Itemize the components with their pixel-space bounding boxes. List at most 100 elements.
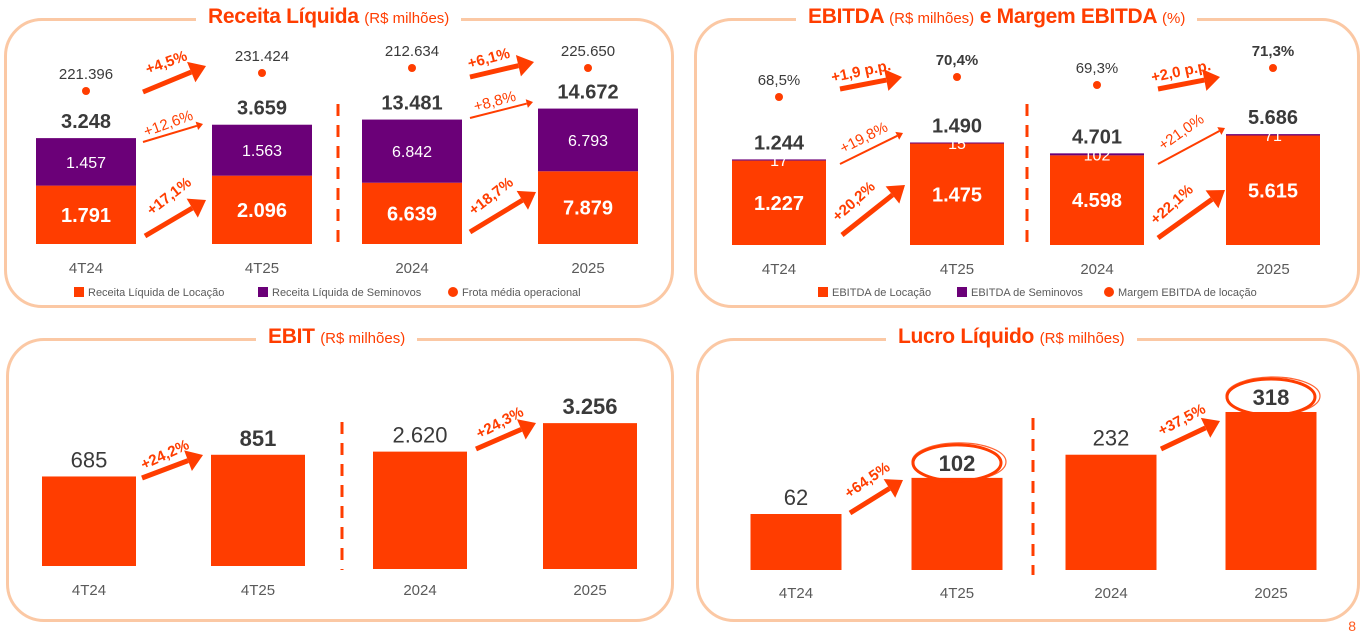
bar-total-label: 4.701 bbox=[1072, 126, 1122, 148]
arrow-head bbox=[515, 54, 534, 77]
legend-swatch-dot bbox=[448, 287, 458, 297]
arrow-shaft bbox=[475, 427, 523, 452]
bar-value-label: 1.227 bbox=[754, 193, 804, 215]
arrow-shaft bbox=[468, 198, 524, 235]
bar-value-label: 232 bbox=[1093, 426, 1130, 451]
bar-value-label: 3.256 bbox=[562, 394, 617, 419]
metric-dot bbox=[775, 93, 783, 101]
category-label: 4T25 bbox=[940, 585, 974, 602]
category-label: 4T24 bbox=[762, 261, 796, 278]
bar-segment-seminovos bbox=[732, 159, 826, 161]
category-label: 2025 bbox=[573, 582, 606, 599]
metric-dot-label: 71,3% bbox=[1252, 43, 1295, 60]
bar-value-label: 6.639 bbox=[387, 203, 437, 225]
growth-arrow-base bbox=[468, 190, 536, 235]
growth-arrow-total bbox=[839, 131, 903, 165]
growth-arrow-total bbox=[469, 99, 533, 119]
arrow-head bbox=[884, 69, 902, 91]
bar-value-label: 851 bbox=[240, 426, 277, 451]
category-label: 2025 bbox=[1256, 261, 1289, 278]
bar bbox=[42, 476, 136, 566]
arrow-head bbox=[184, 450, 203, 471]
growth-arrow-dots bbox=[1157, 69, 1220, 92]
panel-title-lucro: Lucro Líquido (R$ milhões) bbox=[886, 325, 1137, 349]
bar bbox=[211, 454, 305, 566]
title-text: EBITDA bbox=[808, 5, 884, 28]
bar-segment-locacao bbox=[732, 160, 826, 245]
bar-segment-locacao bbox=[212, 175, 312, 244]
metric-dot bbox=[258, 69, 266, 77]
bar-segment-seminovos bbox=[910, 142, 1004, 144]
bar-value-label: 1.563 bbox=[242, 143, 282, 160]
bar bbox=[373, 451, 467, 569]
bar-total-label: 5.686 bbox=[1248, 107, 1298, 129]
bar-value-label: 685 bbox=[71, 447, 108, 472]
growth-arrow bbox=[475, 419, 536, 452]
arrow-shaft bbox=[839, 134, 898, 165]
metric-dot bbox=[82, 87, 90, 95]
highlight-circle-stroke bbox=[1225, 376, 1321, 416]
legend-label: Frota média operacional bbox=[462, 287, 581, 299]
metric-dot bbox=[1269, 64, 1277, 72]
bar-total-label: 3.248 bbox=[61, 111, 111, 133]
title-unit-2: (%) bbox=[1162, 10, 1186, 27]
bar-value-label: 6.793 bbox=[568, 133, 608, 150]
category-label: 4T24 bbox=[69, 260, 103, 277]
title-unit: (R$ milhões) bbox=[364, 10, 450, 27]
category-label: 2025 bbox=[571, 260, 604, 277]
category-label: 2025 bbox=[1254, 585, 1287, 602]
category-label: 2024 bbox=[395, 260, 428, 277]
bar-segment-locacao bbox=[36, 185, 136, 244]
title-text: Receita Líquida bbox=[208, 5, 359, 28]
bar-total-label: 13.481 bbox=[381, 93, 442, 115]
arrow-head bbox=[516, 419, 536, 440]
arrow-head bbox=[885, 185, 905, 204]
bar-value-label: 6.842 bbox=[392, 144, 432, 161]
bar-segment-seminovos bbox=[212, 124, 312, 176]
growth-arrow-total bbox=[1157, 127, 1225, 165]
metric-dot-label: 225.650 bbox=[561, 43, 615, 60]
growth-label: +37,5% bbox=[1155, 400, 1208, 439]
growth-arrow-dots bbox=[839, 69, 902, 92]
bar-value-label: 318 bbox=[1253, 385, 1290, 410]
title-unit: (R$ milhões) bbox=[1039, 330, 1125, 347]
arrow-head bbox=[1217, 127, 1225, 135]
legend-label: EBITDA de Locação bbox=[832, 287, 931, 299]
bar-value-label: 102 bbox=[1084, 147, 1111, 164]
arrow-shaft bbox=[469, 102, 528, 119]
legend-label: Receita Líquida de Locação bbox=[88, 287, 224, 299]
panel-title-ebit: EBIT (R$ milhões) bbox=[256, 325, 418, 349]
metric-dot bbox=[408, 64, 416, 72]
highlight-circle-stroke bbox=[911, 442, 1007, 482]
category-label: 2024 bbox=[1080, 261, 1113, 278]
legend-swatch-dot bbox=[1104, 287, 1114, 297]
arrow-shaft bbox=[840, 192, 895, 237]
legend-swatch-square bbox=[258, 287, 268, 297]
category-label: 4T25 bbox=[241, 582, 275, 599]
bar-value-label: 17 bbox=[770, 153, 788, 170]
bar-value-label: 4.598 bbox=[1072, 190, 1122, 212]
title-text: EBIT bbox=[268, 325, 315, 348]
arrow-shaft bbox=[1156, 197, 1214, 241]
metric-dot-label: 221.396 bbox=[59, 66, 113, 83]
legend-label: Margem EBITDA de locação bbox=[1118, 287, 1257, 299]
bar-segment-seminovos bbox=[362, 119, 462, 183]
bar-value-label: 1.457 bbox=[66, 155, 106, 172]
legend-swatch-square bbox=[818, 287, 828, 297]
arrow-shaft bbox=[141, 458, 189, 481]
arrow-shaft bbox=[142, 69, 193, 95]
category-label: 4T24 bbox=[779, 585, 813, 602]
panel-title-receita: Receita Líquida (R$ milhões) bbox=[196, 5, 462, 29]
arrow-head bbox=[895, 131, 903, 140]
bar-segment-seminovos bbox=[538, 108, 638, 172]
title-text: Lucro Líquido bbox=[898, 325, 1035, 348]
arrow-shaft bbox=[839, 77, 887, 92]
bar-value-label: 102 bbox=[939, 451, 976, 476]
growth-arrow-dots bbox=[142, 61, 206, 95]
legend-label: Receita Líquida de Seminovos bbox=[272, 287, 422, 299]
arrow-head bbox=[516, 190, 536, 210]
growth-arrow-dots bbox=[469, 54, 534, 80]
